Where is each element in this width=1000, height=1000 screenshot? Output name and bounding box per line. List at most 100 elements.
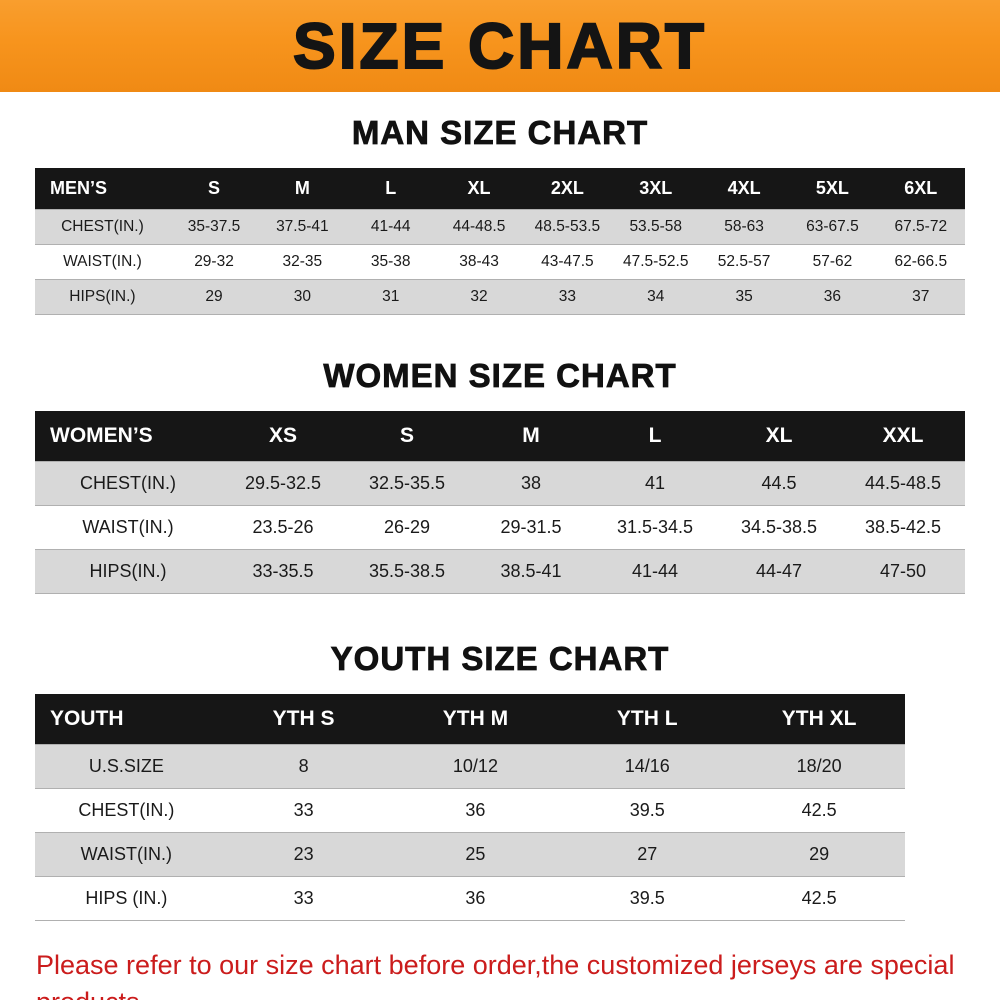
value-cell: 35-37.5 [169, 209, 259, 245]
table-row: CHEST(IN.) 29.5-32.5 32.5-35.5 38 41 44.5 44.5… [35, 461, 965, 506]
disclaimer: Please refer to our size chart before or… [0, 947, 1000, 1000]
value-cell: 29.5-32.5 [221, 461, 345, 506]
women-size-table: WOMEN’S XS S M L XL XXL CHEST(IN.) 29.5-32.5 32.5… [35, 411, 965, 594]
group-label-cell: MEN’S [35, 168, 170, 210]
value-cell: 29 [169, 279, 259, 315]
youth-size-chart-section: YOUTH SIZE CHART YOUTH YTH S YTH M YTH L YTH… [0, 640, 1000, 921]
value-cell: 39.5 [561, 876, 734, 921]
value-cell: 30 [258, 279, 347, 315]
value-cell: 18/20 [733, 744, 905, 789]
row-label-cell: CHEST(IN.) [35, 209, 170, 245]
row-label-cell: HIPS(IN.) [35, 279, 170, 315]
value-cell: 35.5-38.5 [345, 549, 469, 594]
value-cell: 23 [217, 832, 390, 877]
size-column-header: YTH S [217, 694, 390, 745]
value-cell: 32.5-35.5 [345, 461, 469, 506]
size-column-header: YTH M [389, 694, 562, 745]
value-cell: 29-32 [169, 244, 259, 280]
value-cell: 29-31.5 [469, 505, 593, 550]
size-column-header: XL [717, 411, 841, 462]
size-column-header: XL [434, 168, 524, 210]
value-cell: 38 [469, 461, 593, 506]
youth-size-table: YOUTH YTH S YTH M YTH L YTH XL U.S.SIZE 8 10/12… [35, 694, 905, 921]
table-row: HIPS (IN.) 33 36 39.5 42.5 [35, 876, 905, 921]
value-cell: 47.5-52.5 [611, 244, 700, 280]
value-cell: 37.5-41 [258, 209, 347, 245]
value-cell: 38-43 [434, 244, 524, 280]
value-cell: 26-29 [345, 505, 469, 550]
value-cell: 47-50 [841, 549, 965, 594]
table-header-row: MEN’S S M L XL 2XL 3XL 4XL 5XL 6XL [35, 168, 965, 210]
value-cell: 25 [389, 832, 562, 877]
table-row: CHEST(IN.) 33 36 39.5 42.5 [35, 788, 905, 833]
value-cell: 48.5-53.5 [523, 209, 612, 245]
size-column-header: YTH XL [733, 694, 905, 745]
row-label-cell: WAIST(IN.) [35, 832, 218, 877]
value-cell: 42.5 [733, 876, 905, 921]
women-size-chart-section: WOMEN SIZE CHART WOMEN’S XS S M L XL XXL CHEST(… [0, 357, 1000, 594]
size-column-header: L [593, 411, 717, 462]
value-cell: 36 [788, 279, 877, 315]
man-size-table: MEN’S S M L XL 2XL 3XL 4XL 5XL 6XL CHEST(IN.) 35-37… [35, 168, 965, 315]
value-cell: 36 [389, 788, 562, 833]
row-label-cell: HIPS (IN.) [35, 876, 218, 921]
youth-size-chart-title: YOUTH SIZE CHART [330, 640, 670, 678]
size-column-header: M [469, 411, 593, 462]
value-cell: 53.5-58 [611, 209, 700, 245]
value-cell: 31.5-34.5 [593, 505, 717, 550]
table-row: WAIST(IN.) 23 25 27 29 [35, 832, 905, 877]
value-cell: 39.5 [561, 788, 734, 833]
table-row: HIPS(IN.) 33-35.5 35.5-38.5 38.5-41 41-44 44-… [35, 549, 965, 594]
value-cell: 44.5 [717, 461, 841, 506]
value-cell: 41 [593, 461, 717, 506]
value-cell: 33-35.5 [221, 549, 345, 594]
value-cell: 43-47.5 [523, 244, 612, 280]
table-row: U.S.SIZE 8 10/12 14/16 18/20 [35, 744, 905, 789]
disclaimer-line-1: Please refer to our size chart before or… [36, 950, 955, 1000]
value-cell: 23.5-26 [221, 505, 345, 550]
row-label-cell: CHEST(IN.) [35, 461, 221, 506]
size-column-header: XS [221, 411, 345, 462]
value-cell: 33 [217, 876, 390, 921]
row-label-cell: WAIST(IN.) [35, 505, 221, 550]
row-label-cell: WAIST(IN.) [35, 244, 170, 280]
table-row: HIPS(IN.) 29 30 31 32 33 34 35 36 37 [35, 279, 965, 315]
man-size-chart-title: MAN SIZE CHART [351, 114, 649, 152]
group-label-cell: YOUTH [35, 694, 218, 745]
size-column-header: YTH L [561, 694, 734, 745]
value-cell: 58-63 [699, 209, 789, 245]
value-cell: 63-67.5 [788, 209, 877, 245]
table-row: WAIST(IN.) 29-32 32-35 35-38 38-43 43-47.5 47.… [35, 244, 965, 280]
size-column-header: S [345, 411, 469, 462]
size-column-header: 3XL [611, 168, 700, 210]
value-cell: 31 [346, 279, 435, 315]
value-cell: 57-62 [788, 244, 877, 280]
size-column-header: 6XL [876, 168, 965, 210]
group-label-cell: WOMEN’S [35, 411, 221, 462]
value-cell: 41-44 [346, 209, 435, 245]
table-header-row: WOMEN’S XS S M L XL XXL [35, 411, 965, 462]
value-cell: 32-35 [258, 244, 347, 280]
table-row: CHEST(IN.) 35-37.5 37.5-41 41-44 44-48.5 48.5… [35, 209, 965, 245]
row-label-cell: CHEST(IN.) [35, 788, 218, 833]
value-cell: 34 [611, 279, 700, 315]
value-cell: 35-38 [346, 244, 435, 280]
value-cell: 52.5-57 [699, 244, 789, 280]
row-label-cell: HIPS(IN.) [35, 549, 221, 594]
value-cell: 8 [217, 744, 390, 789]
value-cell: 33 [217, 788, 390, 833]
value-cell: 62-66.5 [876, 244, 965, 280]
value-cell: 44-48.5 [434, 209, 524, 245]
size-column-header: M [258, 168, 347, 210]
value-cell: 41-44 [593, 549, 717, 594]
size-column-header: 5XL [788, 168, 877, 210]
value-cell: 34.5-38.5 [717, 505, 841, 550]
value-cell: 36 [389, 876, 562, 921]
value-cell: 32 [434, 279, 524, 315]
value-cell: 44-47 [717, 549, 841, 594]
size-column-header: XXL [841, 411, 965, 462]
size-column-header: 2XL [523, 168, 612, 210]
banner-title: SIZE CHART [292, 9, 707, 83]
value-cell: 42.5 [733, 788, 905, 833]
